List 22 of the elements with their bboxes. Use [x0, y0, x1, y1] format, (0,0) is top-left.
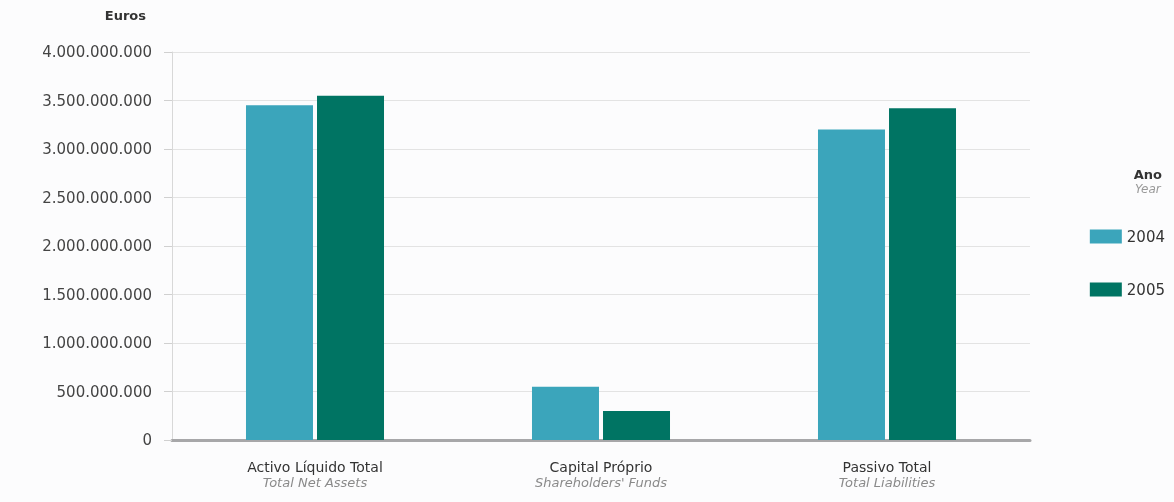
x-tick-label: Passivo Total Total Liabilities: [838, 458, 936, 490]
x-tick-label: Activo Líquido Total Total Net Assets: [247, 458, 383, 490]
bar: [603, 410, 671, 440]
y-tick-label: 3.500.000.000: [42, 91, 152, 110]
bar: [889, 108, 957, 440]
y-tick-label: 4.000.000.000: [42, 43, 152, 61]
y-tick-label: 500.000.000: [56, 382, 152, 401]
bar: [531, 386, 599, 440]
y-tick-label: 1.500.000.000: [42, 285, 152, 304]
bar: [817, 129, 885, 440]
y-tick-label: 0: [142, 431, 152, 449]
y-tick-label: 3.000.000.000: [42, 140, 152, 158]
y-tick-label: 2.000.000.000: [42, 237, 152, 255]
legend-label: 2005: [1126, 280, 1166, 299]
legend-label: 2004: [1126, 227, 1166, 246]
bar: [317, 95, 385, 440]
x-tick-label: Capital Próprio Shareholders' Funds: [534, 458, 668, 490]
y-tick-label: 1.000.000.000: [42, 334, 152, 352]
bar: [245, 105, 313, 440]
y-axis-title: Euros: [104, 8, 147, 23]
legend-title: Ano Year: [1133, 167, 1163, 196]
y-tick-label: 2.500.000.000: [42, 188, 152, 207]
